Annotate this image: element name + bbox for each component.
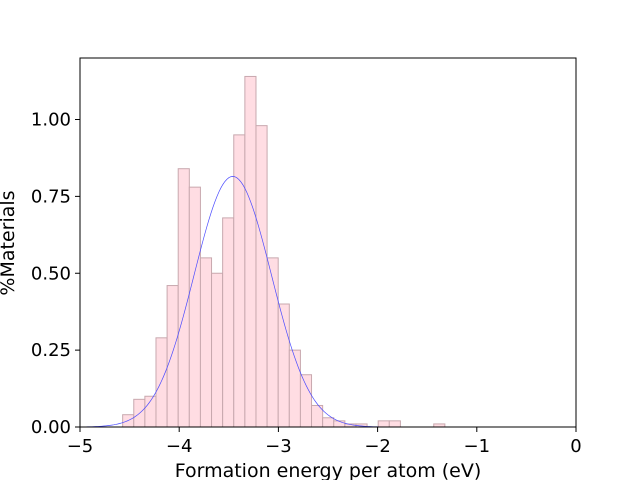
x-tick-label: 0 xyxy=(570,436,581,457)
x-tick-label: −5 xyxy=(67,436,94,457)
histogram-bar xyxy=(244,75,257,428)
histogram-bar xyxy=(222,217,235,428)
histogram-bar xyxy=(299,374,313,428)
histogram-bar xyxy=(211,272,224,428)
histogram-bar xyxy=(155,337,168,428)
histogram-bar xyxy=(199,257,213,428)
y-tick-label: 1.00 xyxy=(31,110,71,131)
histogram-bar xyxy=(188,186,201,428)
histogram-bar xyxy=(322,417,335,428)
x-tick-label: −2 xyxy=(364,436,391,457)
x-tick-label: −1 xyxy=(464,436,491,457)
y-tick-label: 0.25 xyxy=(31,340,71,361)
plot-frame xyxy=(79,57,577,428)
histogram-bar xyxy=(333,420,346,428)
x-axis-ticks: −5 −4 −3 −2 −1 0 xyxy=(67,427,582,457)
y-tick-label: 0.00 xyxy=(31,417,71,438)
histogram-bar xyxy=(288,349,301,428)
histogram-bar xyxy=(177,168,190,428)
y-axis-ticks: 0.00 0.25 0.50 0.75 1.00 xyxy=(31,110,80,438)
y-tick-label: 0.50 xyxy=(31,263,71,284)
x-tick-label: −4 xyxy=(166,436,193,457)
y-tick-label: 0.75 xyxy=(31,186,71,207)
histogram-bar xyxy=(255,125,268,428)
histogram-bar xyxy=(166,285,179,428)
histogram-bar xyxy=(266,257,279,428)
histogram-bar xyxy=(377,420,390,428)
x-axis-label: Formation energy per atom (eV) xyxy=(175,460,482,480)
histogram-bar xyxy=(388,420,401,428)
x-tick-label: −3 xyxy=(265,436,292,457)
y-axis-label: %Materials xyxy=(0,190,19,295)
histogram-bar xyxy=(233,134,246,428)
